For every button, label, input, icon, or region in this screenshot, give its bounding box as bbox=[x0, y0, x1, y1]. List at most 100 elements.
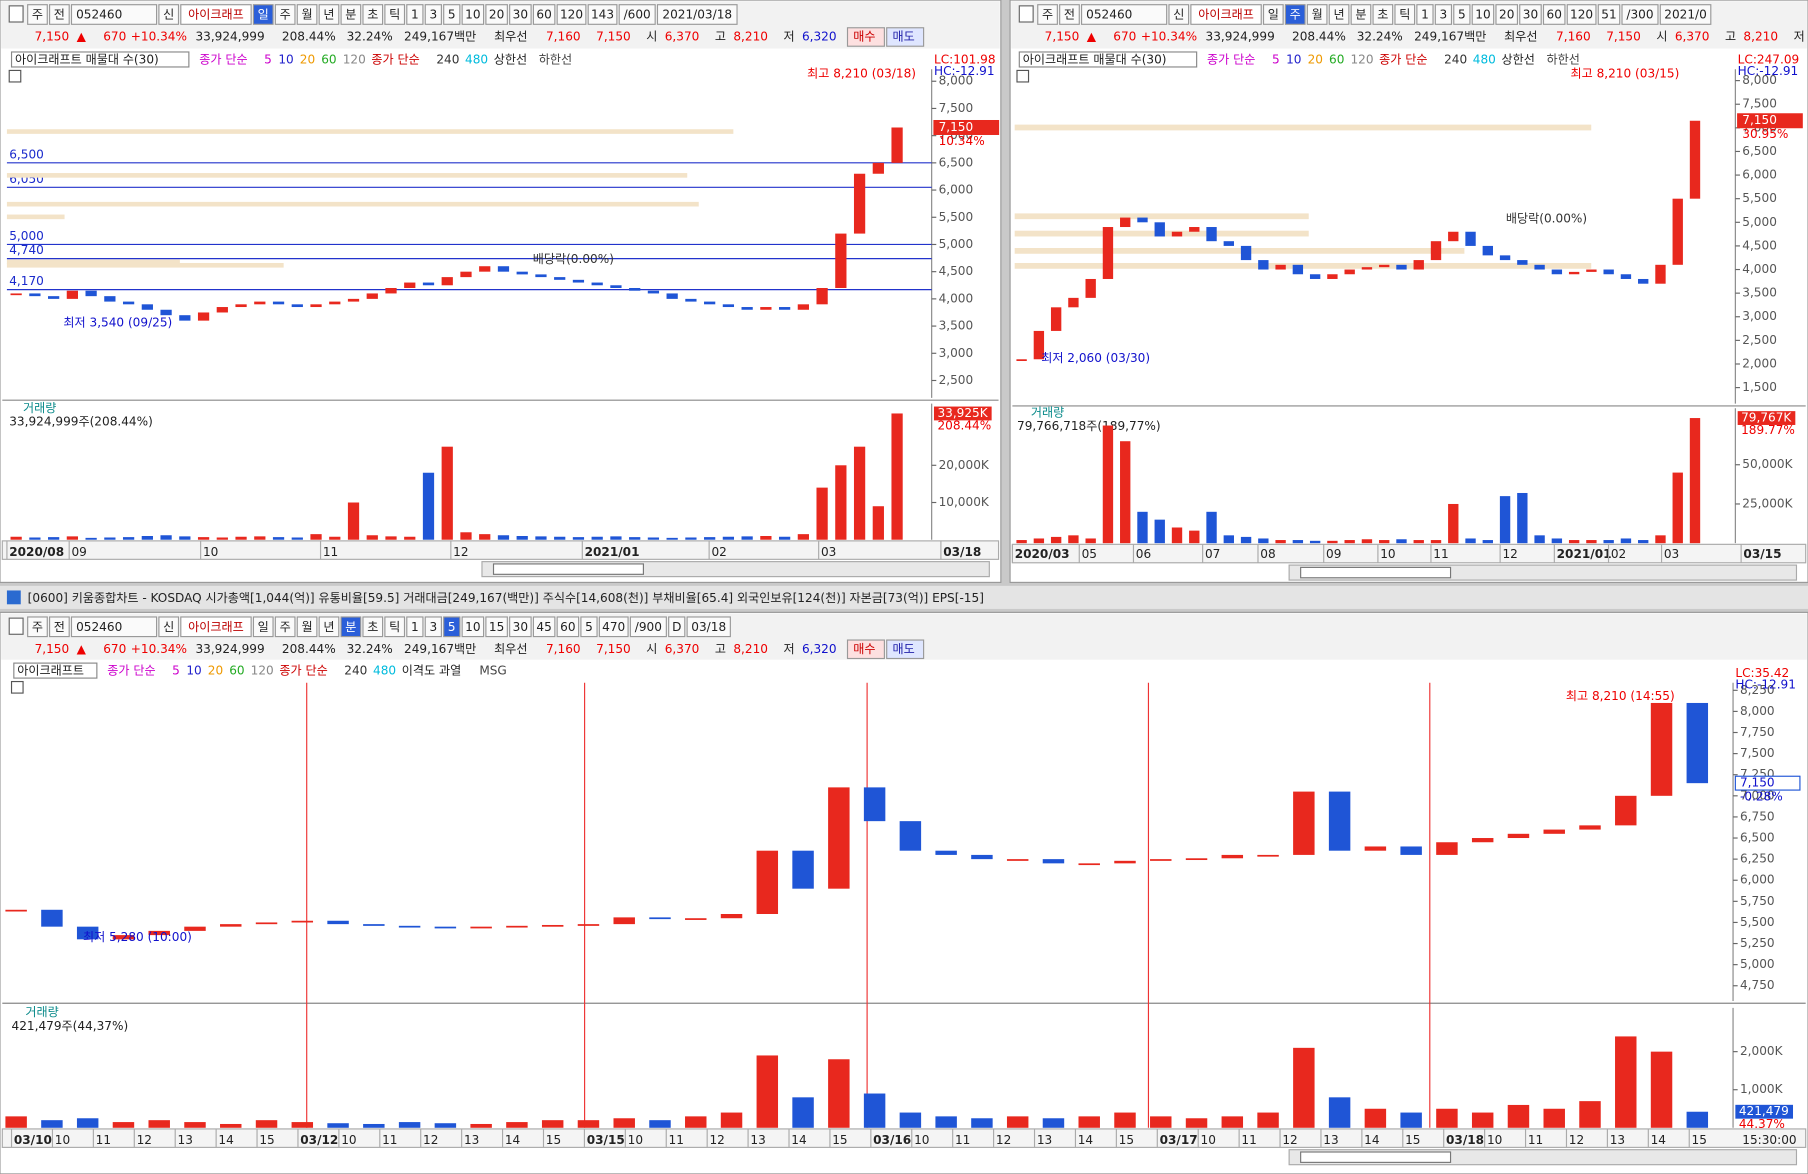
toolbar-label[interactable]: 월 bbox=[301, 620, 312, 634]
toolbar-button[interactable] bbox=[1566, 4, 1597, 25]
toolbar-label[interactable]: 초 bbox=[1377, 8, 1388, 22]
toolbar-label[interactable]: 5 bbox=[1458, 8, 1466, 22]
scroll-thumb[interactable] bbox=[492, 563, 644, 575]
toolbar-label[interactable]: 5 bbox=[448, 620, 456, 634]
toolbar-label[interactable]: 30 bbox=[513, 620, 528, 634]
toolbar-button[interactable] bbox=[485, 616, 508, 638]
toolbar-label[interactable]: 10 bbox=[465, 620, 480, 634]
toolbar-button[interactable] bbox=[340, 4, 362, 25]
toolbar-button[interactable] bbox=[598, 616, 629, 638]
order-button[interactable] bbox=[846, 27, 885, 47]
toolbar-button[interactable] bbox=[556, 616, 580, 638]
toolbar-button[interactable] bbox=[274, 616, 296, 638]
order-button[interactable] bbox=[886, 27, 925, 47]
toolbar-label[interactable]: /600 bbox=[624, 8, 651, 22]
toolbar-button[interactable] bbox=[1471, 4, 1495, 25]
toolbar-button[interactable] bbox=[49, 4, 70, 25]
toolbar-button[interactable] bbox=[443, 616, 461, 638]
toolbar-label[interactable]: 51 bbox=[1601, 8, 1616, 22]
toolbar-button[interactable] bbox=[252, 4, 274, 25]
toolbar-button[interactable] bbox=[1372, 4, 1394, 25]
toolbar-button[interactable] bbox=[1453, 4, 1471, 25]
toolbar-button[interactable] bbox=[406, 616, 424, 638]
toolbar-button[interactable] bbox=[158, 616, 180, 638]
toolbar-button[interactable] bbox=[1597, 4, 1621, 25]
toolbar-label[interactable]: 052460 bbox=[76, 620, 122, 634]
toolbar-button[interactable] bbox=[509, 616, 532, 638]
toolbar-label[interactable]: 15 bbox=[489, 620, 504, 634]
order-label[interactable]: 매도 bbox=[892, 642, 914, 656]
toolbar-button[interactable] bbox=[1262, 4, 1284, 25]
toolbar-label[interactable]: 초 bbox=[367, 620, 378, 634]
toolbar-label[interactable]: 5 bbox=[448, 8, 456, 22]
toolbar-button[interactable] bbox=[70, 616, 158, 638]
toolbar-label[interactable]: D bbox=[672, 620, 681, 634]
toolbar-button[interactable] bbox=[532, 4, 556, 25]
toolbar-label[interactable]: 주 bbox=[32, 8, 43, 22]
toolbar-button[interactable] bbox=[1328, 4, 1350, 25]
toolbar-label[interactable]: 143 bbox=[591, 8, 614, 22]
toolbar-button[interactable] bbox=[580, 616, 598, 638]
toolbar-button[interactable] bbox=[424, 4, 442, 25]
toolbar-label[interactable]: 일 bbox=[258, 620, 269, 634]
toolbar-button[interactable] bbox=[296, 616, 318, 638]
toolbar-label[interactable]: 3 bbox=[429, 8, 437, 22]
toolbar-button[interactable] bbox=[384, 4, 406, 25]
order-label[interactable]: 매도 bbox=[892, 29, 914, 43]
order-label[interactable]: 매수 bbox=[853, 29, 875, 43]
toolbar-button[interactable] bbox=[406, 4, 424, 25]
toolbar-label[interactable]: 1 bbox=[411, 620, 419, 634]
toolbar-button[interactable] bbox=[296, 4, 318, 25]
toolbar-label[interactable]: 분 bbox=[345, 620, 356, 634]
toolbar-label[interactable]: /900 bbox=[635, 620, 662, 634]
toolbar-label[interactable]: 신 bbox=[1173, 8, 1184, 22]
toolbar-button[interactable] bbox=[1190, 4, 1262, 25]
toolbar-label[interactable]: 주 bbox=[280, 620, 291, 634]
toolbar-label[interactable]: 120 bbox=[560, 8, 583, 22]
toolbar-label[interactable]: 주 bbox=[1290, 8, 1301, 22]
toolbar-button[interactable] bbox=[27, 4, 48, 25]
toolbar-label[interactable]: 년 bbox=[1333, 8, 1344, 22]
toolbar-label[interactable]: 아이크래프 bbox=[1198, 8, 1254, 22]
toolbar-label[interactable]: 전 bbox=[1064, 8, 1075, 22]
toolbar-button[interactable] bbox=[180, 4, 252, 25]
toolbar-label[interactable]: 초 bbox=[367, 8, 378, 22]
scroll-thumb[interactable] bbox=[1300, 1151, 1452, 1163]
toolbar-button[interactable] bbox=[1168, 4, 1190, 25]
toolbar-label[interactable]: 3 bbox=[1440, 8, 1448, 22]
toolbar-label[interactable]: 틱 bbox=[389, 8, 400, 22]
toolbar-button[interactable] bbox=[424, 616, 442, 638]
scroll-thumb[interactable] bbox=[1300, 566, 1452, 579]
toolbar-button[interactable] bbox=[340, 616, 362, 638]
toolbar-button[interactable] bbox=[1659, 4, 1712, 25]
toolbar-button[interactable] bbox=[1434, 4, 1453, 25]
toolbar-label[interactable]: 일 bbox=[258, 8, 269, 22]
toolbar-label[interactable]: 3 bbox=[429, 620, 437, 634]
toolbar-label[interactable]: 30 bbox=[513, 8, 528, 22]
toolbar-button[interactable] bbox=[1495, 4, 1519, 25]
toolbar-label[interactable]: 주 bbox=[1042, 8, 1053, 22]
toolbar-button[interactable] bbox=[318, 4, 340, 25]
toolbar-label[interactable]: 2021/03/18 bbox=[662, 8, 732, 22]
toolbar-label[interactable]: 10 bbox=[1475, 8, 1490, 22]
toolbar-button[interactable] bbox=[1284, 4, 1306, 25]
toolbar-button[interactable] bbox=[158, 4, 180, 25]
toolbar-label[interactable]: 20 bbox=[489, 8, 504, 22]
toolbar-button[interactable] bbox=[1350, 4, 1372, 25]
toolbar-label[interactable]: 일 bbox=[1268, 8, 1279, 22]
toolbar-button[interactable] bbox=[70, 4, 158, 25]
toolbar-label[interactable]: 분 bbox=[345, 8, 356, 22]
toolbar-button[interactable] bbox=[362, 4, 384, 25]
toolbar-label[interactable]: 신 bbox=[163, 8, 174, 22]
toolbar-button[interactable] bbox=[686, 616, 731, 638]
toolbar-button[interactable] bbox=[1621, 4, 1659, 25]
toolbar-button[interactable] bbox=[668, 616, 686, 638]
toolbar-label[interactable]: /300 bbox=[1626, 8, 1653, 22]
toolbar-button[interactable] bbox=[1306, 4, 1328, 25]
toolbar-label[interactable]: 30 bbox=[1523, 8, 1538, 22]
toolbar-label[interactable]: 60 bbox=[1547, 8, 1562, 22]
toolbar-label[interactable]: 주 bbox=[280, 8, 291, 22]
toolbar-label[interactable]: 1 bbox=[411, 8, 419, 22]
toolbar-button[interactable] bbox=[1394, 4, 1416, 25]
toolbar-label[interactable]: 03/18 bbox=[691, 620, 726, 634]
